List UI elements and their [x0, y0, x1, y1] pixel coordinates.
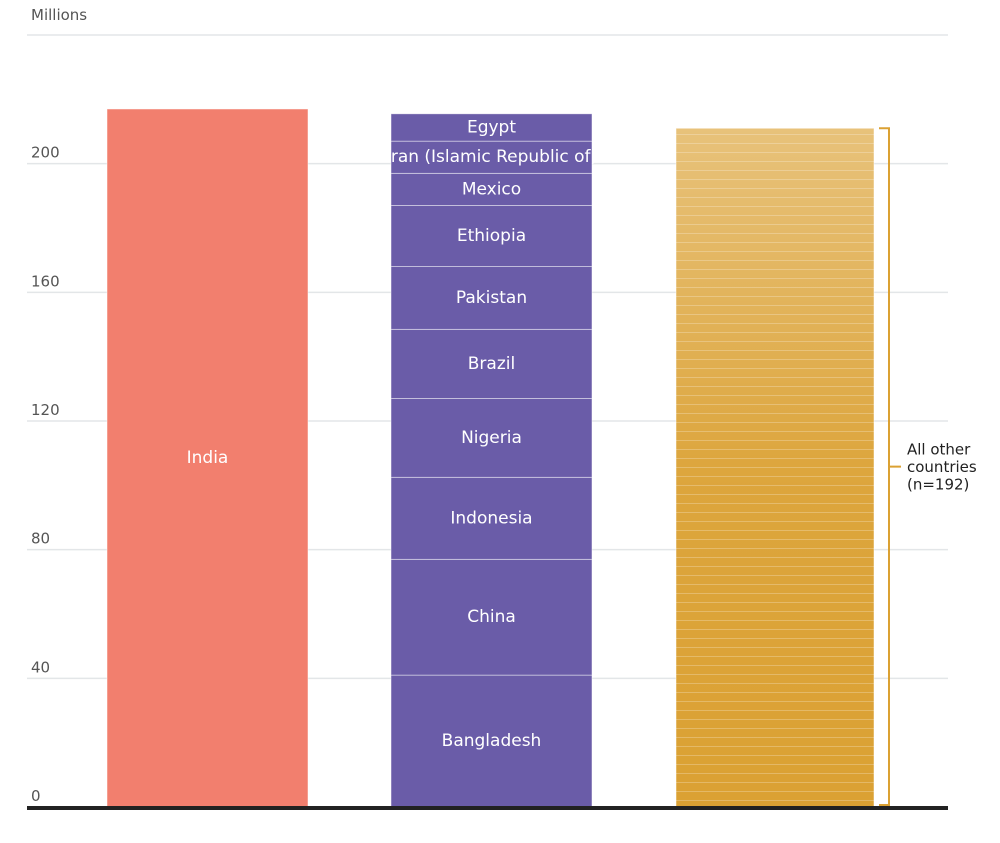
bar-segment — [390, 476, 593, 560]
segment-label: Egypt — [467, 117, 516, 137]
segment-label: Pakistan — [456, 288, 527, 308]
segment-label: Ethiopia — [457, 226, 526, 246]
annotation: All other — [907, 441, 971, 459]
y-tick-label: 200 — [31, 144, 60, 162]
y-tick-label: 160 — [31, 272, 60, 290]
bar-segment — [390, 140, 593, 174]
bar-segment — [390, 113, 593, 142]
segment-label: Mexico — [462, 179, 521, 199]
bar-segment — [390, 328, 593, 399]
segment-label: Indonesia — [450, 508, 532, 528]
annotation: (n=192) — [907, 476, 969, 494]
bar-segment — [390, 205, 593, 268]
bar-segment — [390, 398, 593, 478]
bar-segment — [390, 558, 593, 676]
segment-label: Brazil — [468, 354, 515, 374]
bar-segment — [390, 674, 593, 808]
annotation: countries — [907, 458, 977, 476]
segment-label: Iran (Islamic Republic of) — [386, 147, 597, 167]
segment-label: Nigeria — [461, 428, 522, 448]
y-tick-label: 80 — [31, 530, 50, 548]
y-tick-label: 40 — [31, 658, 50, 676]
fade-texture — [676, 128, 874, 808]
y-tick-label: 120 — [31, 401, 60, 419]
y-axis-label: Millions — [31, 6, 87, 24]
bar-segment — [390, 172, 593, 206]
bar-segment — [390, 266, 593, 330]
segment-label: Bangladesh — [442, 731, 542, 751]
segment-label: India — [187, 448, 229, 468]
segment-label: China — [467, 607, 516, 627]
bracket — [879, 127, 901, 806]
y-tick-label: 0 — [31, 787, 41, 805]
